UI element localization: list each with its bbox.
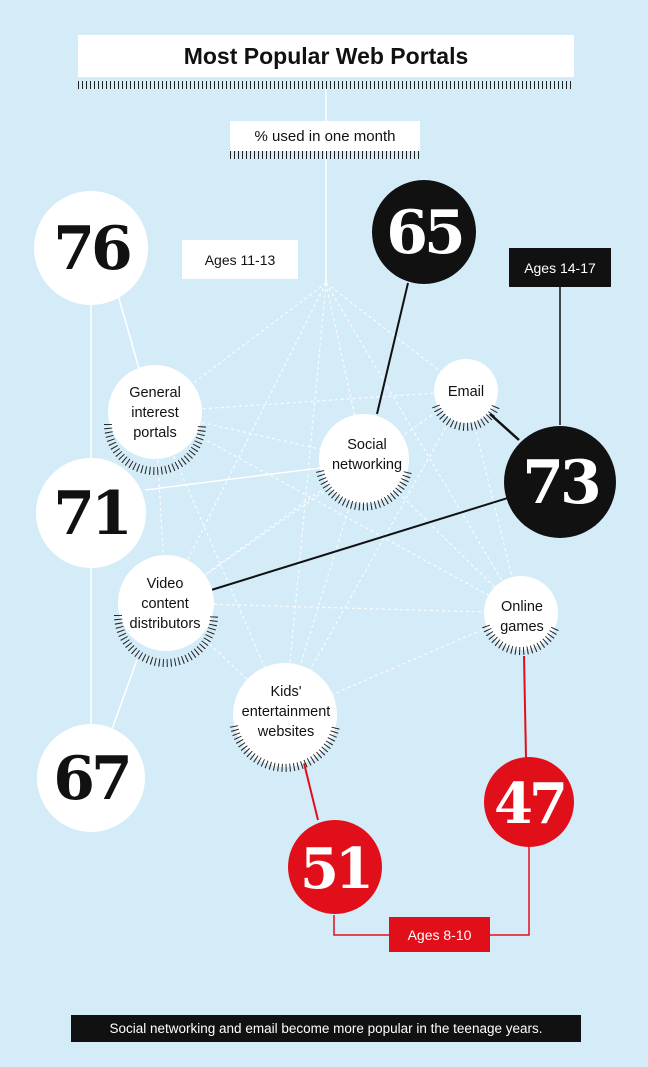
dashed-connections: [154, 282, 522, 716]
kids-line-2: entertainment: [242, 704, 331, 720]
social-line-2: networking: [332, 457, 402, 473]
value-65: 65: [372, 180, 476, 284]
value-67: 67: [37, 724, 145, 832]
value-67-text: 67: [53, 744, 129, 814]
general-line-3: portals: [133, 425, 177, 441]
svg-text:Email: Email: [448, 384, 484, 400]
node-social-networking: Social networking: [316, 414, 412, 511]
value-73: 73: [504, 426, 616, 538]
chart-title: Most Popular Web Portals: [78, 35, 574, 77]
email-line-1: Email: [448, 384, 484, 400]
games-line-1: Online: [501, 599, 543, 615]
general-line-2: interest: [131, 405, 179, 421]
video-line-3: distributors: [130, 616, 201, 632]
social-line-1: Social: [347, 437, 387, 453]
value-76-text: 76: [53, 214, 130, 284]
node-online-games: Online games: [482, 576, 560, 655]
general-line-1: General: [129, 385, 181, 401]
value-71: 71: [36, 458, 146, 568]
video-line-1: Video: [147, 576, 184, 592]
value-51-text: 51: [300, 836, 370, 902]
footer-note: Social networking and email become more …: [71, 1015, 581, 1042]
subtitle: % used in one month: [230, 121, 420, 151]
value-73-text: 73: [522, 448, 598, 518]
title-hatch: [78, 81, 574, 89]
node-general-interest-portals: General interest portals: [104, 365, 206, 475]
value-51: 51: [288, 820, 382, 914]
value-65-text: 65: [386, 198, 462, 268]
value-47: 47: [484, 757, 574, 847]
value-71-text: 71: [53, 479, 129, 549]
legend-ages-8-10: Ages 8-10: [389, 917, 490, 952]
subtitle-hatch: [230, 151, 420, 159]
node-email: Email: [432, 359, 500, 431]
kids-line-1: Kids': [271, 684, 302, 700]
legend-ages-14-17: Ages 14-17: [509, 248, 611, 287]
node-kids-entertainment-websites: Kids' entertainment websites: [230, 663, 340, 772]
legend-ages-11-13: Ages 11-13: [182, 240, 298, 279]
value-47-text: 47: [494, 771, 564, 837]
kids-line-3: websites: [257, 724, 314, 740]
games-line-2: games: [500, 619, 544, 635]
solid-connections: [90, 88, 561, 936]
value-76: 76: [34, 191, 148, 305]
node-video-content-distributors: Video content distributors: [114, 555, 218, 667]
video-line-2: content: [141, 596, 189, 612]
